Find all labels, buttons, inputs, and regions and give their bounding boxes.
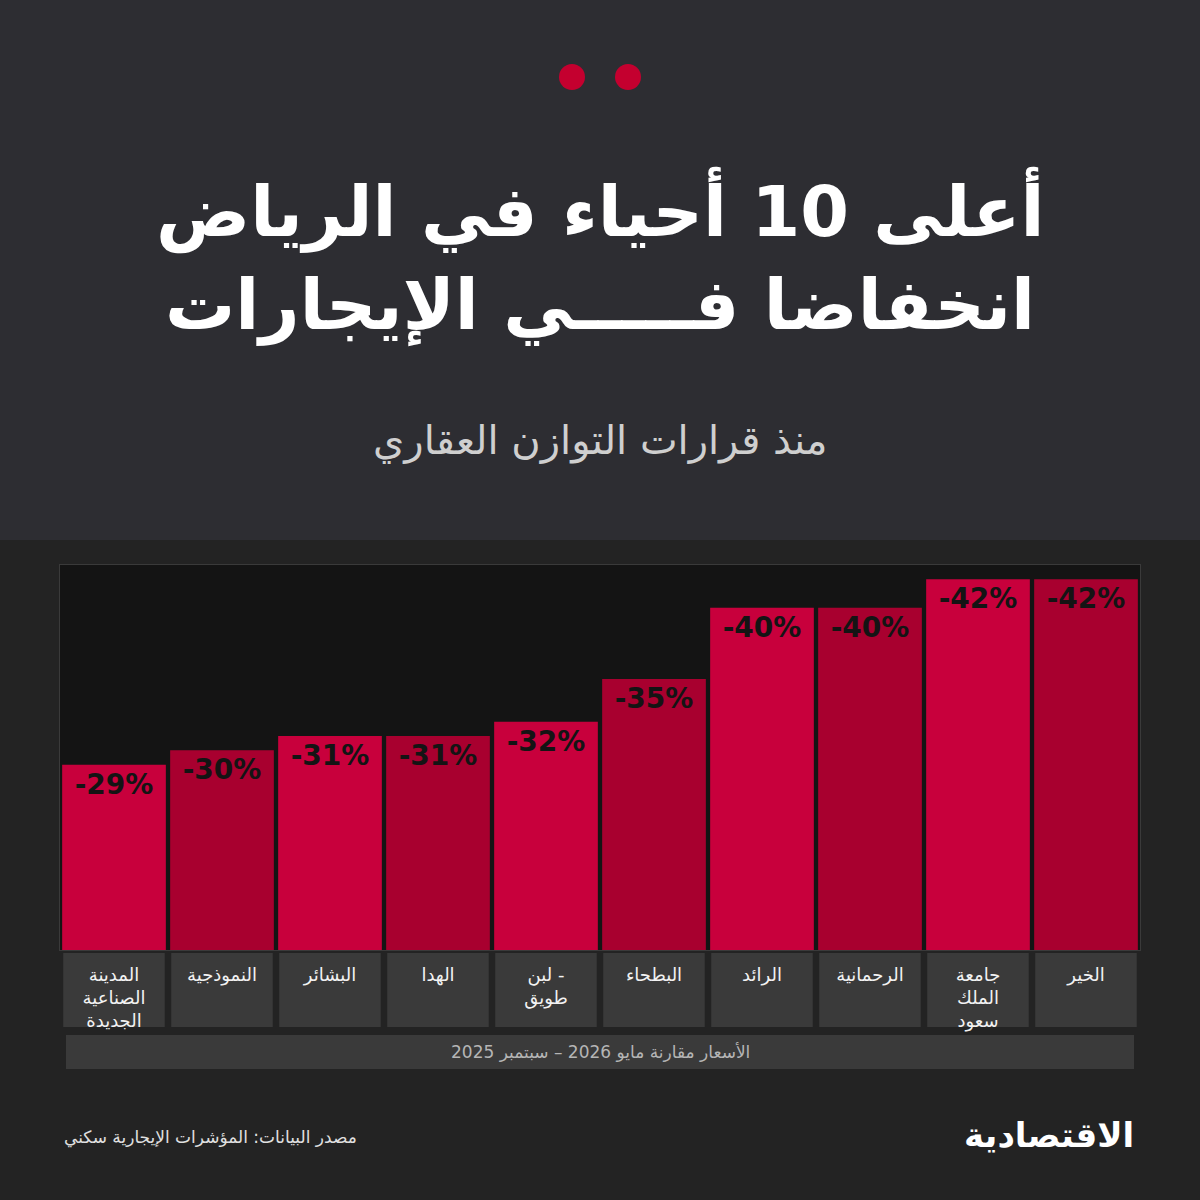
svg-text:أعلى 10 أحياء في الرياض: أعلى 10 أحياء في الرياض (156, 166, 1044, 254)
svg-text:-32%: -32% (507, 725, 586, 758)
svg-text:-42%: -42% (939, 582, 1018, 615)
svg-text:-31%: -31% (399, 739, 478, 772)
svg-text:مصدر البيانات: المؤشرات الإيجا: مصدر البيانات: المؤشرات الإيجارية سكني (64, 1127, 357, 1148)
svg-text:جامعةالملكسعود: جامعةالملكسعود (956, 964, 1001, 1033)
svg-text:انخفاضا فـــــي الإيجارات: انخفاضا فـــــي الإيجارات (165, 264, 1035, 347)
svg-text:الخير: الخير (1066, 964, 1104, 986)
svg-text:-40%: -40% (831, 611, 910, 644)
svg-text:البطحاء: البطحاء (626, 964, 682, 985)
svg-text:الرحمانية: الرحمانية (836, 964, 904, 986)
svg-text:-40%: -40% (723, 611, 802, 644)
svg-text:منذ قرارات التوازن العقاري: منذ قرارات التوازن العقاري (373, 417, 828, 464)
svg-text:الاقتصادية: الاقتصادية (964, 1115, 1134, 1155)
svg-text:-30%: -30% (183, 753, 262, 786)
svg-text:-42%: -42% (1047, 582, 1126, 615)
svg-text:الأسعار مقارنة مايو 2026 – سبت: الأسعار مقارنة مايو 2026 – سبتمبر 2025 (451, 1042, 750, 1062)
svg-text:الرائد: الرائد (742, 964, 782, 986)
svg-text:-29%: -29% (75, 768, 154, 801)
svg-text:المدينةالصناعيةالجديدة: المدينةالصناعيةالجديدة (83, 964, 146, 1032)
svg-text:لبن -طويق: لبن -طويق (524, 964, 568, 1009)
svg-text:البشائر: البشائر (303, 964, 356, 986)
svg-text:-31%: -31% (291, 739, 370, 772)
svg-text:الهدا: الهدا (421, 964, 454, 986)
svg-text:-35%: -35% (615, 682, 694, 715)
svg-text:النموذجية: النموذجية (187, 964, 257, 986)
